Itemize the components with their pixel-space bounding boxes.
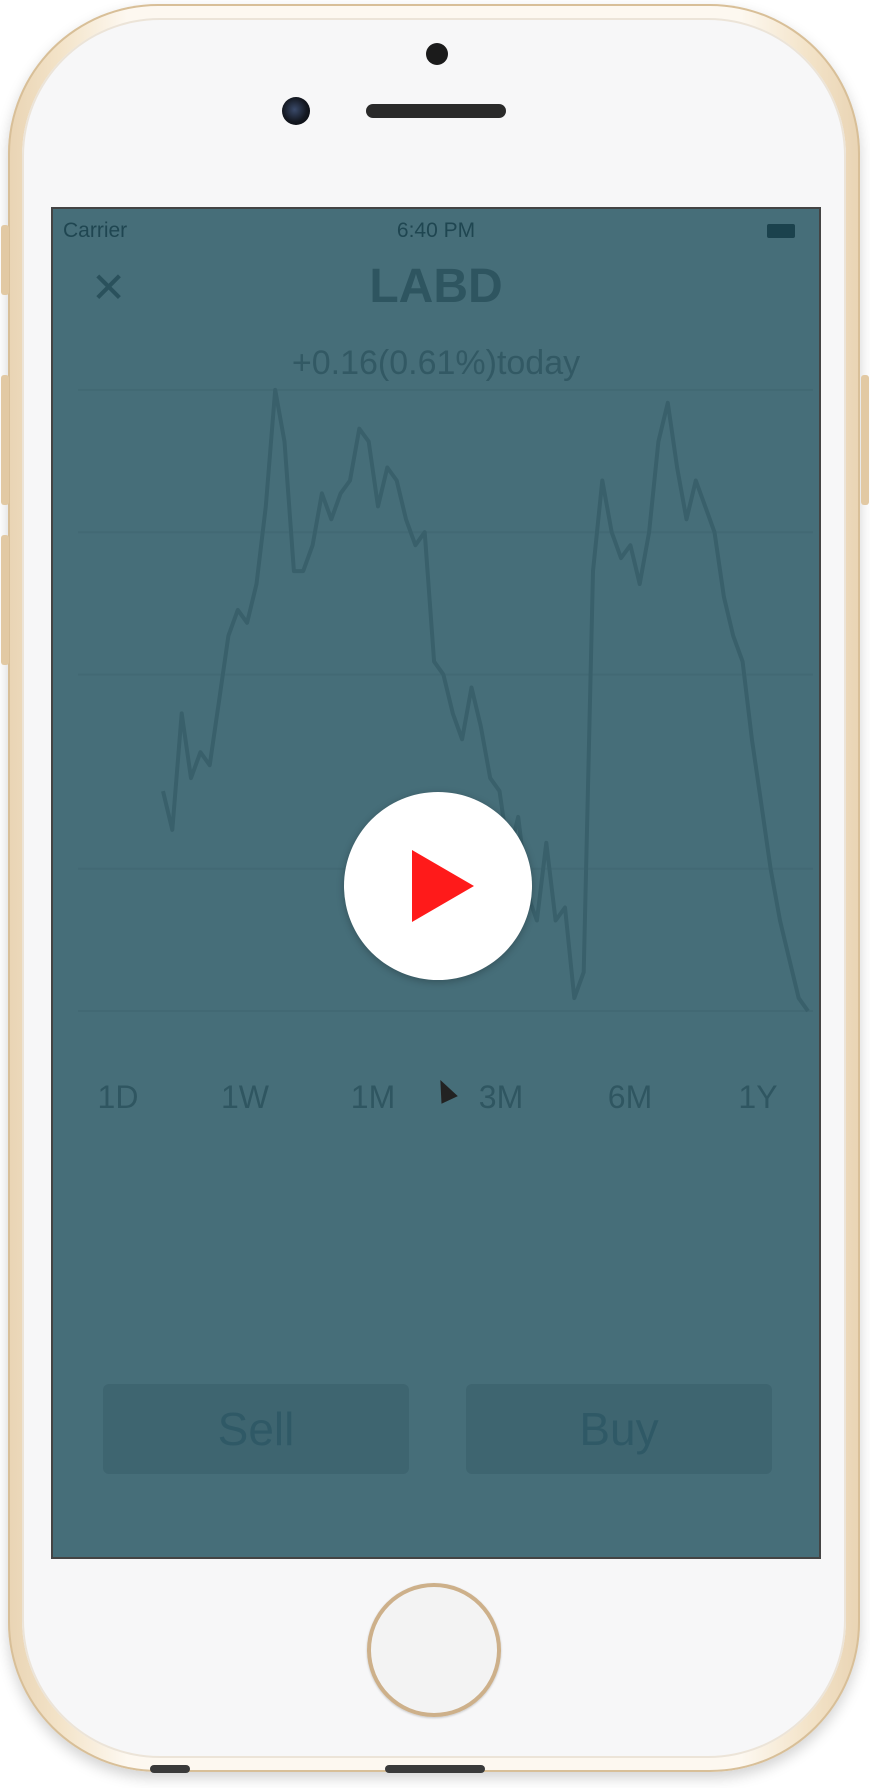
mute-switch bbox=[1, 225, 9, 295]
proximity-sensor bbox=[426, 43, 448, 65]
bottom-port-left bbox=[150, 1765, 190, 1773]
phone-screen: Carrier 6:40 PM ✕ LABD +0.16(0.61%)today… bbox=[51, 207, 821, 1559]
play-icon bbox=[412, 850, 474, 922]
front-camera bbox=[282, 97, 310, 125]
play-button[interactable] bbox=[344, 792, 532, 980]
volume-up-button bbox=[1, 375, 9, 505]
home-button[interactable] bbox=[367, 1583, 501, 1717]
bottom-port-right bbox=[385, 1765, 485, 1773]
volume-down-button bbox=[1, 535, 9, 665]
earpiece-speaker bbox=[366, 104, 506, 118]
power-button bbox=[861, 375, 869, 505]
